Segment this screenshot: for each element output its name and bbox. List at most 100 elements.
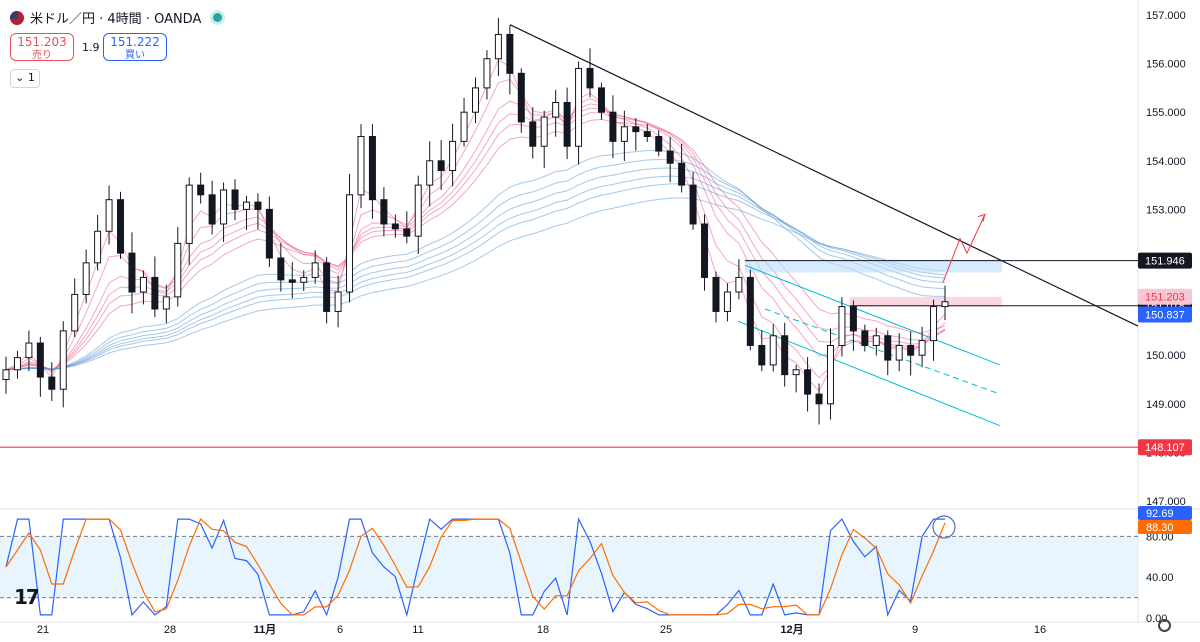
- candle-body: [769, 335, 777, 366]
- candle: [563, 87, 571, 160]
- candle-body: [723, 291, 731, 312]
- buy-label: 買い: [125, 50, 145, 61]
- candle: [494, 17, 502, 77]
- candle-body: [529, 121, 537, 147]
- price-label: 151.203: [1138, 288, 1192, 305]
- candle: [804, 357, 812, 412]
- candle: [792, 364, 800, 393]
- candle-body: [288, 279, 296, 283]
- price-label: 148.107: [1138, 439, 1192, 456]
- price-label: 150.837: [1138, 306, 1192, 323]
- candle-body: [861, 330, 869, 346]
- candle-body: [540, 116, 548, 147]
- candle: [689, 171, 697, 230]
- gear-icon[interactable]: [1158, 619, 1171, 632]
- candle-body: [735, 276, 743, 293]
- candle-body: [666, 150, 674, 164]
- sell-button[interactable]: 151.203 売り: [10, 33, 74, 61]
- buy-price: 151.222: [110, 35, 160, 49]
- candle-body: [506, 33, 514, 74]
- candle-body: [941, 301, 949, 308]
- oscillator-tick-label: 80.00: [1146, 531, 1174, 543]
- candle-body: [517, 72, 525, 123]
- price-tick-label: 156.000: [1146, 59, 1186, 71]
- price-tick-label: 154.000: [1146, 156, 1186, 168]
- price-axis: 157.000156.000155.000154.000153.000152.0…: [1138, 10, 1192, 508]
- indicator-toggle-button[interactable]: ⌄ 1: [10, 69, 40, 88]
- candle: [2, 356, 10, 394]
- candle: [403, 211, 411, 244]
- candle: [323, 257, 331, 324]
- candle-body: [563, 101, 571, 147]
- buy-button[interactable]: 151.222 買い: [103, 33, 167, 61]
- candle: [449, 123, 457, 187]
- candle-body: [220, 189, 228, 225]
- candle: [185, 177, 193, 266]
- downtrend-line: [509, 24, 1139, 327]
- oscillator-highlight: [932, 515, 956, 539]
- entry-zone: [850, 296, 1002, 307]
- candle-body: [380, 199, 388, 225]
- candle-body: [162, 296, 170, 310]
- candle: [117, 191, 125, 259]
- candle: [162, 284, 170, 324]
- candle: [139, 270, 147, 305]
- candle-body: [48, 376, 56, 390]
- price-label-box: [1138, 306, 1192, 323]
- ema-line: [5, 100, 946, 372]
- candle: [36, 336, 44, 397]
- candle: [540, 110, 548, 168]
- candle-body: [597, 87, 605, 113]
- candle: [483, 50, 491, 100]
- resistance-zone: [745, 259, 1002, 273]
- candle: [941, 285, 949, 320]
- candle: [288, 262, 296, 299]
- candle: [414, 175, 422, 255]
- candle-body: [174, 242, 182, 298]
- candle: [643, 123, 651, 142]
- candlestick-series: [2, 17, 949, 425]
- candle: [71, 278, 79, 338]
- tradingview-logo-icon: 17: [14, 585, 40, 609]
- candle: [769, 324, 777, 372]
- time-tick-label: 21: [37, 624, 49, 636]
- candle: [265, 196, 273, 267]
- candle-body: [151, 276, 159, 310]
- candle: [231, 179, 239, 221]
- candle: [311, 250, 319, 284]
- price-label-box: [1138, 252, 1192, 269]
- ema-line: [5, 175, 946, 371]
- ema-line: [5, 107, 946, 371]
- candle: [849, 300, 857, 351]
- candle: [517, 68, 525, 133]
- candle-body: [643, 131, 651, 137]
- candle-body: [300, 276, 308, 283]
- oscillator-value-label: 92.69: [1138, 506, 1192, 520]
- candle-body: [609, 111, 617, 142]
- candle-body: [334, 291, 342, 312]
- candle: [346, 173, 354, 303]
- projection-arrow: [942, 214, 986, 283]
- candle-body: [758, 344, 766, 366]
- candle: [25, 330, 33, 372]
- candle: [357, 124, 365, 209]
- candle: [174, 227, 182, 307]
- time-tick-label: 11: [412, 624, 423, 636]
- candle: [861, 324, 869, 352]
- candle-body: [460, 111, 468, 142]
- candle: [723, 283, 731, 322]
- candle-body: [105, 199, 113, 232]
- candle-body: [792, 369, 800, 376]
- candle: [609, 95, 617, 159]
- sell-label: 売り: [32, 50, 52, 61]
- candle-body: [426, 160, 434, 186]
- price-tick-label: 150.000: [1146, 350, 1186, 362]
- oscillator-value-label: 88.30: [1138, 520, 1192, 534]
- candle-body: [208, 194, 216, 225]
- candle-body: [815, 393, 823, 405]
- price-label-text: 148.107: [1145, 442, 1185, 454]
- candle-body: [13, 357, 21, 371]
- candle: [872, 327, 880, 356]
- symbol-header[interactable]: 米ドル／円 · 4時間 · OANDA: [10, 8, 223, 27]
- candle-body: [586, 67, 594, 89]
